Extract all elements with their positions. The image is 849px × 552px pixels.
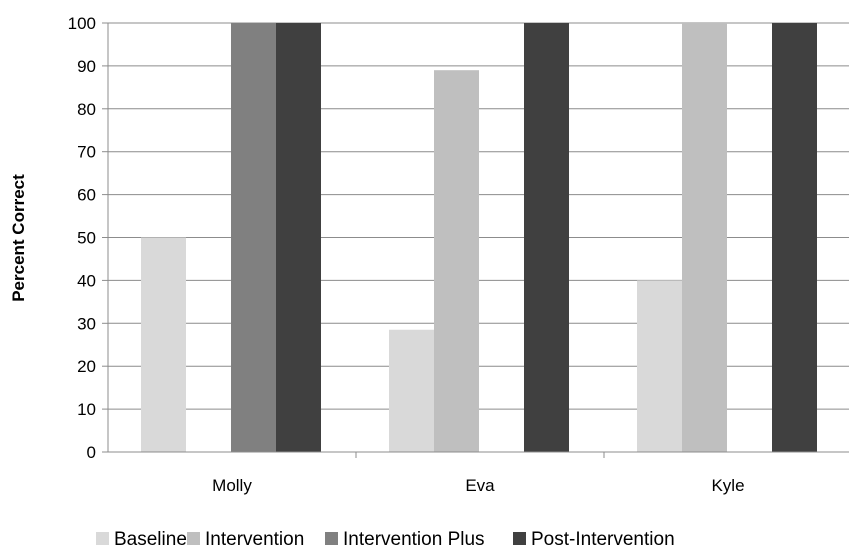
y-tick-label: 40 <box>77 271 96 290</box>
bars <box>141 23 817 452</box>
legend: Baseline Intervention Intervention Plus Pos… <box>96 529 675 550</box>
bar-post-intervention-molly <box>276 23 321 452</box>
legend-label: Intervention <box>205 529 304 550</box>
y-tick-label: 60 <box>77 186 96 205</box>
bar-intervention-kyle <box>682 23 727 452</box>
y-tick-label: 100 <box>68 14 96 33</box>
bar-baseline-eva <box>389 329 434 452</box>
bar-post-intervention-kyle <box>772 23 817 452</box>
x-tick-label-eva: Eva <box>465 476 495 495</box>
legend-label: Post-Intervention <box>531 529 675 550</box>
x-tick-label-kyle: Kyle <box>711 476 744 495</box>
legend-label: Intervention Plus <box>343 529 485 550</box>
y-tick-label: 20 <box>77 357 96 376</box>
y-tick-label: 0 <box>87 443 96 462</box>
y-tick-label: 30 <box>77 314 96 333</box>
bar-intervention-plus-molly <box>231 23 276 452</box>
bar-post-intervention-eva <box>524 23 569 452</box>
y-tick-labels: 0 10 20 30 40 50 60 70 80 90 100 <box>68 14 96 462</box>
x-tick-labels: Molly Eva Kyle <box>212 476 744 495</box>
legend-swatch-intervention-plus <box>325 532 338 545</box>
y-tick-label: 50 <box>77 229 96 248</box>
y-tick-label: 70 <box>77 143 96 162</box>
legend-swatch-intervention <box>187 532 200 545</box>
legend-swatch-baseline <box>96 532 109 545</box>
legend-swatch-post-intervention <box>513 532 526 545</box>
y-axis-title: Percent Correct <box>9 174 28 302</box>
bar-baseline-kyle <box>637 280 682 452</box>
y-tick-label: 80 <box>77 100 96 119</box>
axes <box>102 22 849 458</box>
bar-baseline-molly <box>141 237 186 452</box>
x-tick-label-molly: Molly <box>212 476 252 495</box>
y-tick-label: 10 <box>77 400 96 419</box>
y-tick-label: 90 <box>77 57 96 76</box>
legend-label: Baseline <box>114 529 187 550</box>
bar-intervention-eva <box>434 70 479 452</box>
